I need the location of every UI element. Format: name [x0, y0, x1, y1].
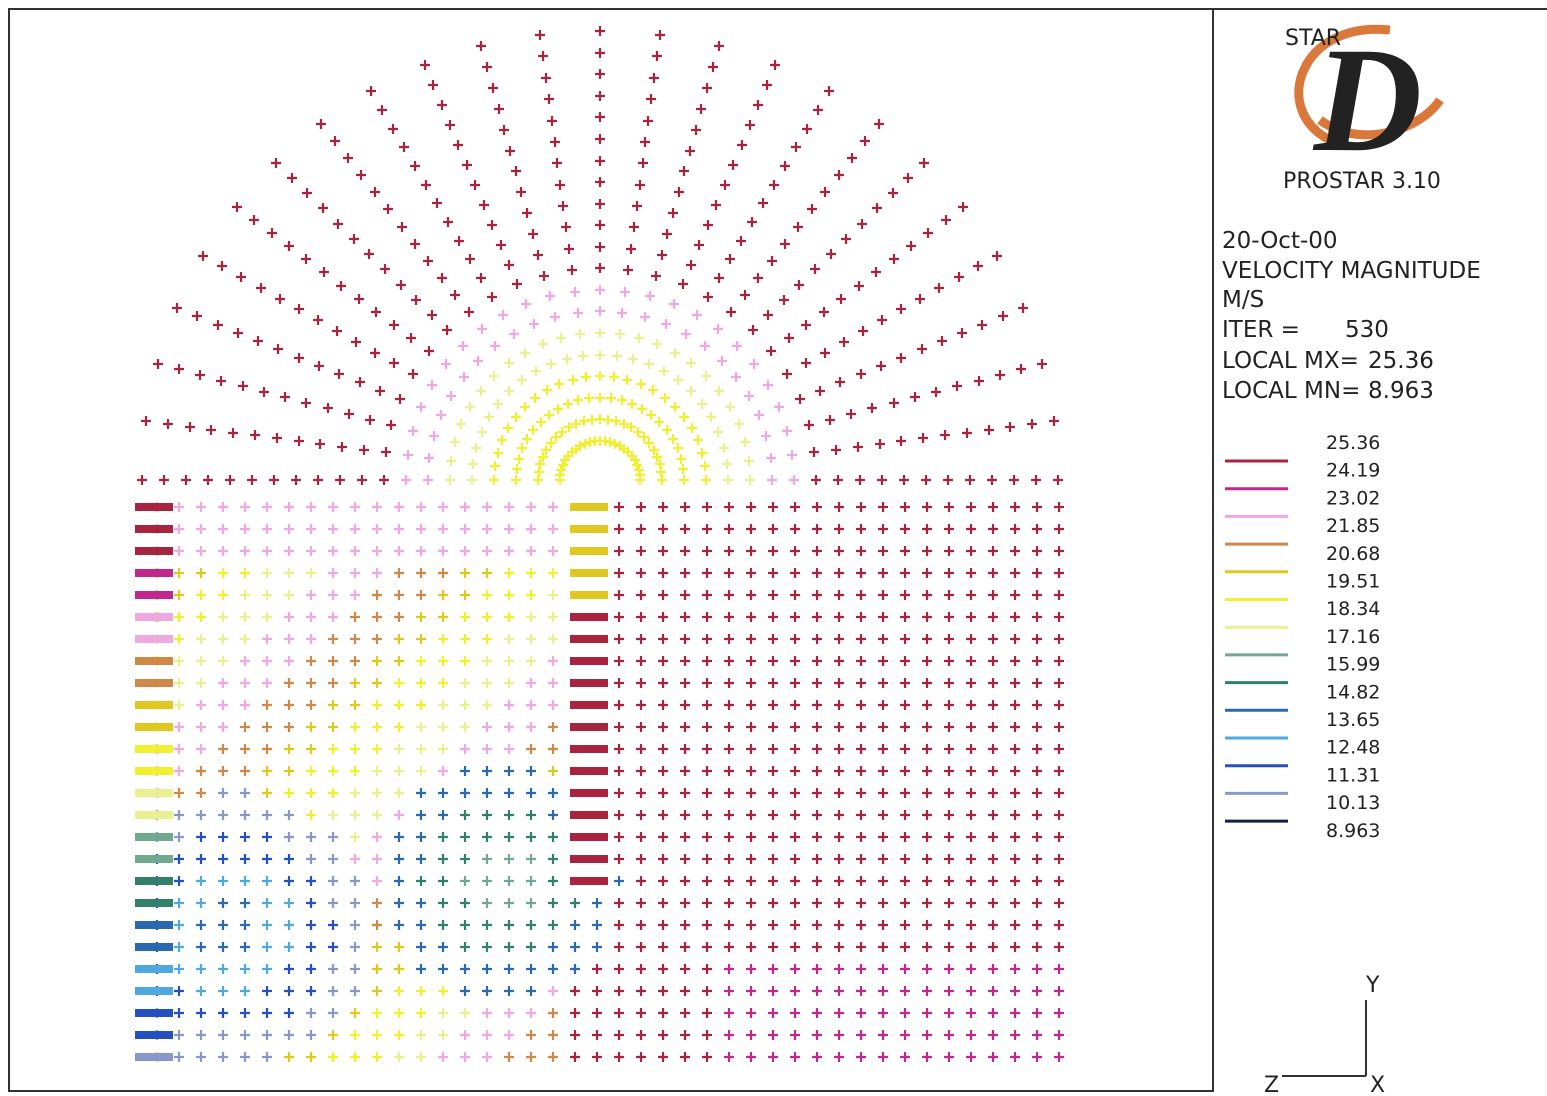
legend-level: 14.82: [1326, 681, 1380, 703]
vector-bar: [570, 679, 608, 687]
vector-bar: [135, 525, 173, 533]
min-value: 8.963: [1368, 378, 1434, 404]
vector-glyphs: [724, 964, 1064, 1062]
vector-bar: [135, 1053, 173, 1061]
vector-bar: [135, 965, 173, 973]
vector-glyphs: [152, 328, 755, 1062]
vector-bar: [570, 855, 608, 863]
vector-bar: [135, 1009, 173, 1017]
vector-bar: [570, 723, 608, 731]
legend: 25.36 24.19 23.02 21.85 20.68 19.51 18.34 17.16…: [1225, 432, 1380, 842]
vector-bar: [135, 547, 173, 555]
vector-glyphs: [152, 371, 711, 1062]
product: PROSTAR 3.10: [1283, 169, 1441, 194]
vector-glyphs: [196, 766, 624, 996]
quantity: VELOCITY MAGNITUDE: [1222, 258, 1481, 284]
vector-bar: [135, 591, 173, 599]
vector-bar: [135, 899, 173, 907]
vector-bar: [570, 525, 608, 533]
vector-glyphs: [137, 26, 1064, 1062]
legend-level: 25.36: [1326, 432, 1380, 454]
vector-bar: [570, 811, 608, 819]
vector-bar: [135, 943, 173, 951]
date: 20-Oct-00: [1222, 228, 1338, 254]
z-label: Z: [1264, 1073, 1279, 1096]
iter-label: ITER =: [1222, 317, 1300, 343]
legend-level: 18.34: [1326, 598, 1380, 620]
vector-glyphs: [174, 876, 294, 996]
legend-level: 17.16: [1326, 626, 1380, 648]
legend-level: 8.963: [1326, 820, 1380, 842]
y-label: Y: [1365, 973, 1380, 998]
vector-bar: [570, 701, 608, 709]
vector-bar: [570, 767, 608, 775]
logo-swirl: [1294, 24, 1444, 145]
logo-brand: STAR: [1285, 26, 1341, 51]
vector-glyphs: [174, 568, 558, 1062]
max-value: 25.36: [1368, 348, 1434, 374]
vector-bar: [570, 877, 608, 885]
vector-bar: [570, 547, 608, 555]
min-label: LOCAL MN=: [1222, 378, 1360, 404]
vector-bar: [135, 789, 173, 797]
legend-level: 24.19: [1326, 460, 1380, 482]
legend-level: 23.02: [1326, 487, 1380, 509]
vector-bar: [570, 613, 608, 621]
vector-bar: [570, 657, 608, 665]
legend-level: 13.65: [1326, 709, 1380, 731]
vector-bar: [135, 613, 173, 621]
vector-bar: [135, 657, 173, 665]
vector-glyphs: [460, 854, 536, 908]
legend-level: 19.51: [1326, 571, 1380, 593]
vector-bar: [570, 591, 608, 599]
units: M/S: [1222, 287, 1264, 313]
x-label: X: [1370, 1073, 1385, 1096]
vector-bar: [135, 855, 173, 863]
vector-bar: [135, 811, 173, 819]
legend-level: 11.31: [1326, 764, 1380, 786]
vector-bar: [135, 877, 173, 885]
vector-bar: [570, 635, 608, 643]
vector-glyphs: [416, 810, 580, 952]
vector-bar: [570, 569, 608, 577]
vector-bar: [135, 679, 173, 687]
plot-frame: [8, 8, 1214, 1092]
vector-bar: [135, 767, 173, 775]
legend-level: 20.68: [1326, 543, 1380, 565]
vector-bar: [570, 503, 608, 511]
iter-value: 530: [1345, 317, 1389, 343]
vector-bar: [135, 745, 173, 753]
vector-bar: [570, 789, 608, 797]
vector-field: [135, 26, 1064, 1062]
logo-letter: D: [1312, 17, 1422, 183]
vector-bar: [135, 987, 173, 995]
legend-level: 10.13: [1326, 792, 1380, 814]
vector-bar: [135, 833, 173, 841]
legend-level: 12.48: [1326, 737, 1380, 759]
vector-bar: [570, 833, 608, 841]
vector-bar: [135, 503, 173, 511]
vector-bar: [135, 635, 173, 643]
vector-bar: [135, 921, 173, 929]
vector-bar: [570, 745, 608, 753]
legend-level: 15.99: [1326, 654, 1380, 676]
vector-bar: [135, 701, 173, 709]
vector-bar: [135, 569, 173, 577]
vector-bar: [135, 1031, 173, 1039]
vector-bar: [135, 723, 173, 731]
max-label: LOCAL MX=: [1222, 348, 1359, 374]
legend-level: 21.85: [1326, 515, 1380, 537]
